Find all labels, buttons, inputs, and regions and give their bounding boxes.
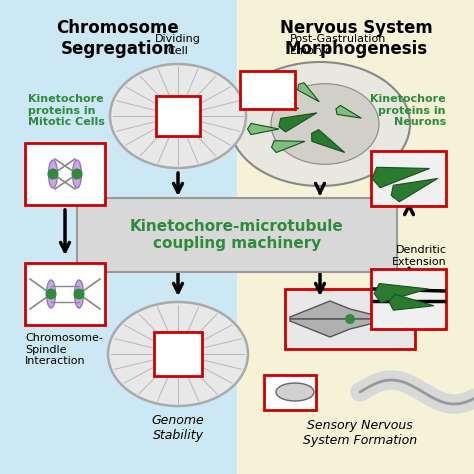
- Text: Chromosome-
Spindle
Interaction: Chromosome- Spindle Interaction: [25, 333, 103, 366]
- Bar: [285, 289, 415, 349]
- Text: Kinetochore-microtubule
coupling machinery: Kinetochore-microtubule coupling machine…: [130, 219, 344, 251]
- Text: Kinetochore
proteins in
Mitotic Cells: Kinetochore proteins in Mitotic Cells: [28, 94, 105, 127]
- Polygon shape: [391, 179, 438, 202]
- Bar: [237, 0, 474, 474]
- Bar: [240, 71, 295, 109]
- Circle shape: [73, 289, 84, 300]
- FancyBboxPatch shape: [77, 198, 397, 272]
- Polygon shape: [336, 105, 361, 118]
- Polygon shape: [389, 294, 434, 310]
- Bar: [156, 96, 200, 136]
- Bar: [154, 332, 202, 376]
- Ellipse shape: [162, 339, 168, 369]
- Circle shape: [345, 314, 355, 324]
- Polygon shape: [279, 113, 317, 132]
- Polygon shape: [311, 129, 345, 153]
- Ellipse shape: [188, 339, 194, 369]
- Bar: [372, 269, 447, 329]
- Polygon shape: [272, 141, 305, 153]
- Polygon shape: [372, 167, 429, 188]
- Polygon shape: [298, 82, 319, 102]
- Polygon shape: [374, 283, 428, 303]
- Circle shape: [163, 112, 171, 120]
- Ellipse shape: [110, 64, 246, 168]
- Text: Chromosome
Segregation: Chromosome Segregation: [56, 19, 179, 58]
- Ellipse shape: [48, 160, 57, 188]
- Bar: [372, 151, 447, 206]
- Ellipse shape: [271, 84, 379, 164]
- Ellipse shape: [186, 102, 192, 130]
- Bar: [264, 374, 316, 410]
- Circle shape: [185, 112, 193, 120]
- Text: Genome
Stability: Genome Stability: [152, 414, 204, 442]
- Ellipse shape: [73, 160, 82, 188]
- Polygon shape: [247, 123, 279, 135]
- Polygon shape: [256, 88, 299, 109]
- Ellipse shape: [74, 280, 83, 308]
- Ellipse shape: [46, 280, 55, 308]
- Polygon shape: [290, 319, 410, 337]
- Text: Sensory Nervous
System Formation: Sensory Nervous System Formation: [303, 419, 417, 447]
- Polygon shape: [290, 301, 410, 319]
- Ellipse shape: [276, 383, 314, 401]
- Text: Post-Gastrulation
Embryo: Post-Gastrulation Embryo: [290, 34, 386, 55]
- Bar: [25, 143, 105, 205]
- Circle shape: [47, 168, 58, 180]
- Ellipse shape: [108, 302, 248, 406]
- Circle shape: [72, 168, 82, 180]
- Circle shape: [46, 289, 56, 300]
- Ellipse shape: [230, 62, 410, 186]
- Ellipse shape: [164, 102, 170, 130]
- Text: Nervous System
Morphogenesis: Nervous System Morphogenesis: [280, 19, 432, 58]
- Text: Kinetochore
proteins in
Neurons: Kinetochore proteins in Neurons: [370, 94, 446, 127]
- Circle shape: [161, 350, 169, 358]
- Circle shape: [187, 350, 195, 358]
- Bar: [0, 0, 237, 474]
- Text: Dendritic
Extension: Dendritic Extension: [392, 246, 447, 267]
- Bar: [25, 263, 105, 325]
- Text: Dividing
Cell: Dividing Cell: [155, 34, 201, 55]
